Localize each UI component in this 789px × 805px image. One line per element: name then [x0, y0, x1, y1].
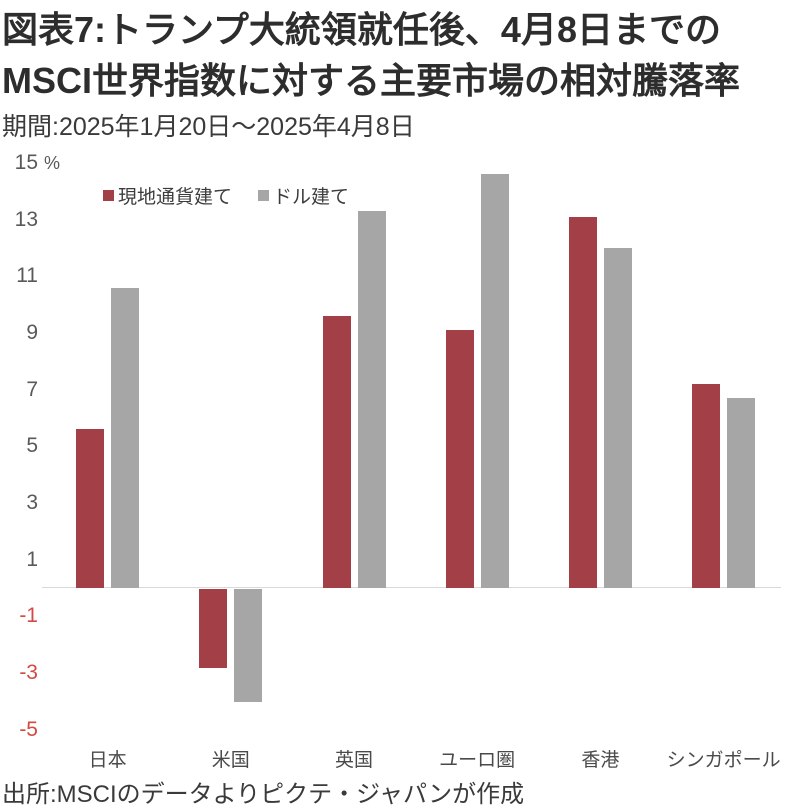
y-tick-label: 15	[14, 151, 38, 175]
chart-period-subtitle: 期間:2025年1月20日〜2025年4月8日	[2, 113, 415, 141]
chart-title-line2: MSCI世界指数に対する主要市場の相対騰落率	[2, 60, 741, 101]
bar-米国-現地通貨建て	[199, 589, 228, 669]
bar-英国-ドル建て	[357, 211, 386, 588]
legend-label: ドル建て	[273, 187, 350, 208]
y-tick-label: 13	[14, 207, 38, 231]
x-category-label: 香港	[581, 750, 620, 771]
chart-title: 図表7:トランプ大統領就任後、4月8日までの MSCI世界指数に対する主要市場の…	[2, 4, 740, 106]
y-tick-label: 11	[16, 264, 38, 288]
bar-日本-ドル建て	[111, 287, 140, 588]
bar-米国-ドル建て	[234, 589, 263, 703]
y-tick-label: -3	[19, 660, 38, 684]
y-tick-label: -5	[19, 717, 38, 741]
y-axis-unit-label: %	[44, 153, 61, 173]
bar-ユーロ圏-現地通貨建て	[445, 330, 474, 588]
bar-ユーロ圏-ドル建て	[480, 174, 509, 588]
y-tick-label: 9	[26, 321, 38, 345]
y-tick-label: 3	[26, 491, 38, 514]
bar-シンガポール-ドル建て	[727, 398, 756, 588]
x-category-label: ユーロ圏	[439, 750, 516, 771]
x-category-label: 日本	[88, 750, 127, 771]
bar-香港-現地通貨建て	[568, 216, 597, 588]
legend-item: ドル建て	[258, 182, 349, 209]
chart-legend: 現地通貨建て ドル建て	[103, 182, 349, 209]
y-tick-label: 1	[26, 547, 38, 571]
y-tick-label: 7	[26, 377, 38, 401]
source-note: 出所:MSCIのデータよりピクテ・ジャパンが作成	[2, 781, 525, 805]
y-tick-label: -1	[19, 604, 38, 628]
x-axis-line	[42, 587, 781, 588]
bar-シンガポール-現地通貨建て	[692, 384, 721, 588]
x-category-label: シンガポール	[666, 750, 781, 771]
x-category-label: 米国	[211, 750, 250, 771]
bar-日本-現地通貨建て	[76, 429, 105, 588]
y-tick-label: 5	[26, 434, 38, 458]
legend-swatch-icon	[258, 190, 270, 201]
legend-swatch-icon	[103, 190, 114, 201]
bar-英国-現地通貨建て	[322, 316, 351, 588]
legend-item: 現地通貨建て	[103, 182, 232, 209]
x-category-label: 英国	[334, 750, 373, 771]
legend-label: 現地通貨建て	[118, 187, 233, 208]
chart-title-line1: 図表7:トランプ大統領就任後、4月8日までの	[2, 9, 721, 50]
bar-香港-ドル建て	[603, 248, 632, 588]
